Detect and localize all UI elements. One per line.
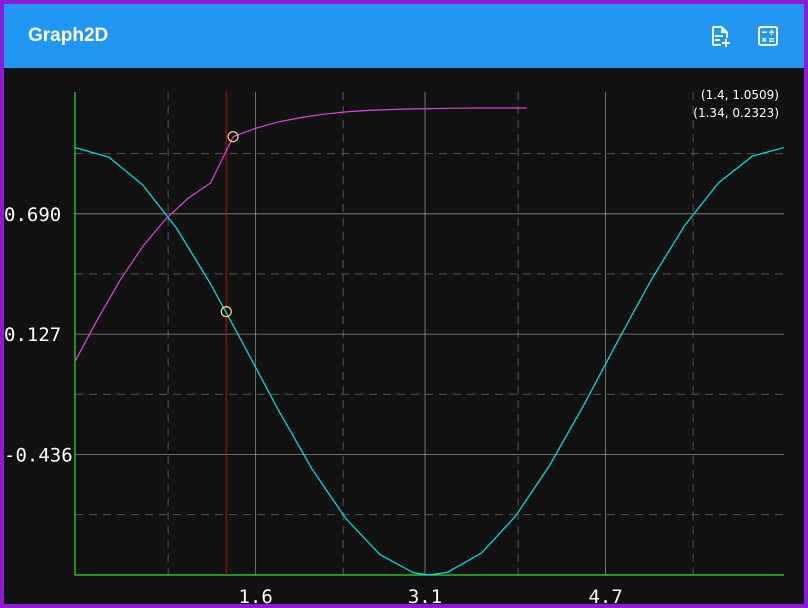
app-window: Graph2D	[4, 4, 804, 604]
series-line-1	[74, 147, 785, 576]
coordinate-readout: (1.4, 1.0509)	[700, 88, 779, 102]
y-tick-label: -0.436	[4, 444, 73, 466]
x-tick-label: 4.7	[588, 586, 622, 604]
calculator-icon	[758, 26, 778, 46]
y-tick-label: 0.127	[4, 324, 61, 346]
y-tick-label: 0.690	[4, 204, 61, 226]
calculator-button[interactable]	[756, 24, 780, 48]
cursor-marker	[227, 131, 239, 143]
graph-canvas[interactable]: 1.6 3.1 4.7 0.690 0.127 -0.436	[4, 68, 804, 604]
series-line-2	[74, 107, 527, 362]
add-file-button[interactable]	[708, 24, 732, 48]
app-title: Graph2D	[28, 25, 109, 46]
plot-area[interactable]: 1.6 3.1 4.7 0.690 0.127 -0.436 (1.4, 1.0509) …	[4, 68, 804, 604]
cursor-marker	[220, 306, 232, 318]
x-tick-label: 1.6	[238, 586, 272, 604]
x-tick-label: 3.1	[408, 586, 442, 604]
file-plus-icon	[712, 26, 730, 47]
app-bar: Graph2D	[4, 4, 804, 68]
coordinate-readout: (1.34, 0.2323)	[693, 106, 779, 120]
